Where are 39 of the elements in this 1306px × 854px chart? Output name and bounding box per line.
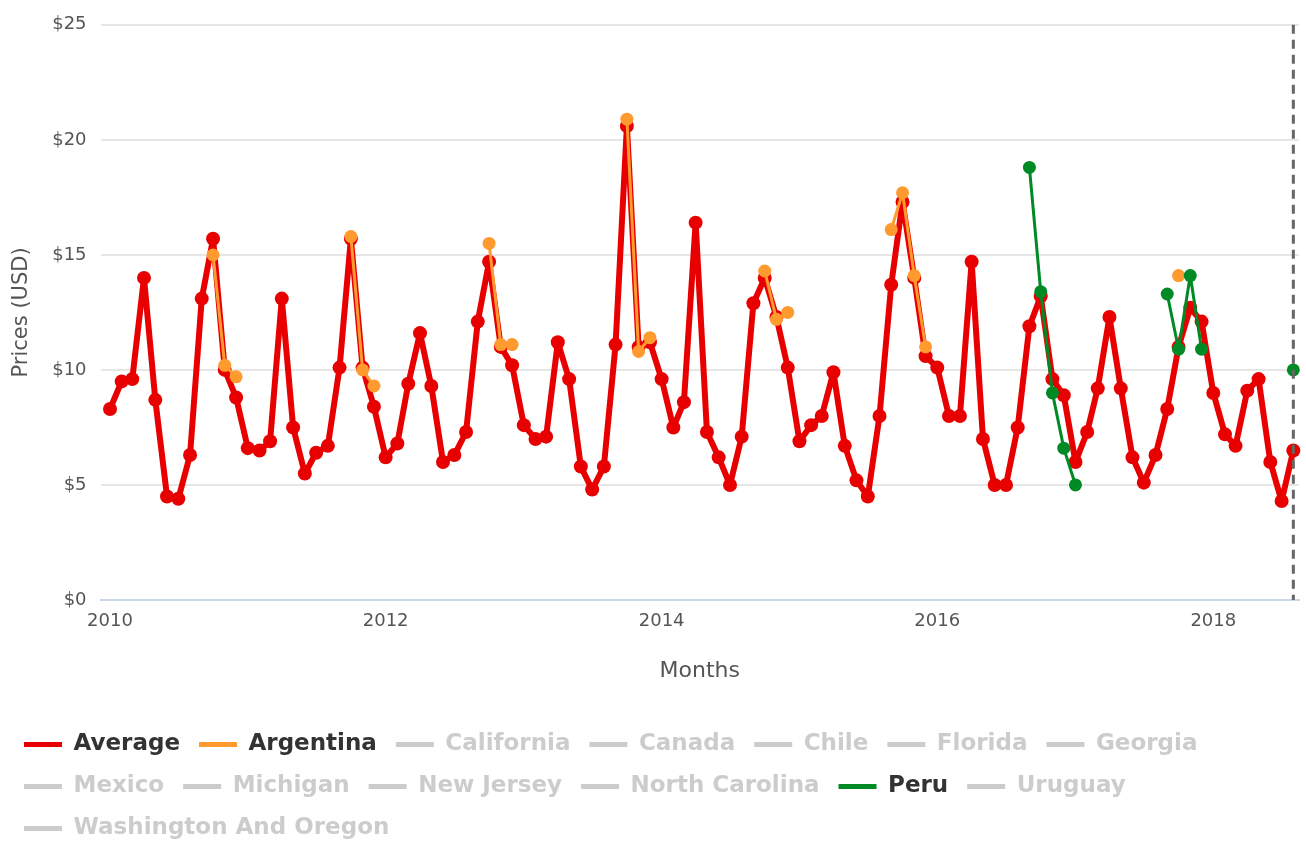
- point: [896, 186, 910, 200]
- point: [218, 358, 232, 372]
- point: [1160, 287, 1174, 301]
- x-tick-label: 2018: [1190, 609, 1237, 631]
- y-tick-label: $0: [63, 587, 87, 609]
- point: [632, 345, 646, 359]
- point: [206, 248, 220, 262]
- point: [884, 223, 898, 237]
- y-axis-title: Prices (USD): [8, 247, 33, 378]
- point: [482, 236, 496, 250]
- point: [1068, 478, 1082, 492]
- y-tick-label: $25: [52, 12, 87, 34]
- y-tick-label: $20: [52, 127, 87, 149]
- y-tick-label: $10: [52, 357, 87, 379]
- point: [919, 340, 933, 354]
- legend-label: Argentina: [248, 729, 377, 756]
- x-tick-label: 2012: [362, 609, 409, 631]
- y-tick-label: $5: [63, 472, 87, 494]
- point: [1195, 342, 1209, 356]
- point: [1057, 441, 1071, 455]
- x-tick-label: 2014: [638, 609, 685, 631]
- point: [505, 338, 519, 352]
- point: [758, 264, 772, 278]
- point: [1045, 386, 1059, 400]
- point: [781, 305, 795, 319]
- point: [1183, 269, 1197, 283]
- point: [367, 379, 381, 393]
- point: [643, 331, 657, 345]
- legend-label: Peru: [888, 771, 949, 798]
- x-tick-label: 2016: [914, 609, 961, 631]
- point: [1034, 285, 1048, 299]
- y-tick-label: $15: [52, 242, 87, 264]
- x-tick-label: 2010: [87, 609, 133, 631]
- legend-label: Average: [73, 729, 180, 756]
- point: [620, 112, 634, 126]
- point: [229, 370, 243, 384]
- point: [1022, 160, 1036, 174]
- point: [1172, 269, 1186, 283]
- x-axis-title: Months: [659, 656, 740, 682]
